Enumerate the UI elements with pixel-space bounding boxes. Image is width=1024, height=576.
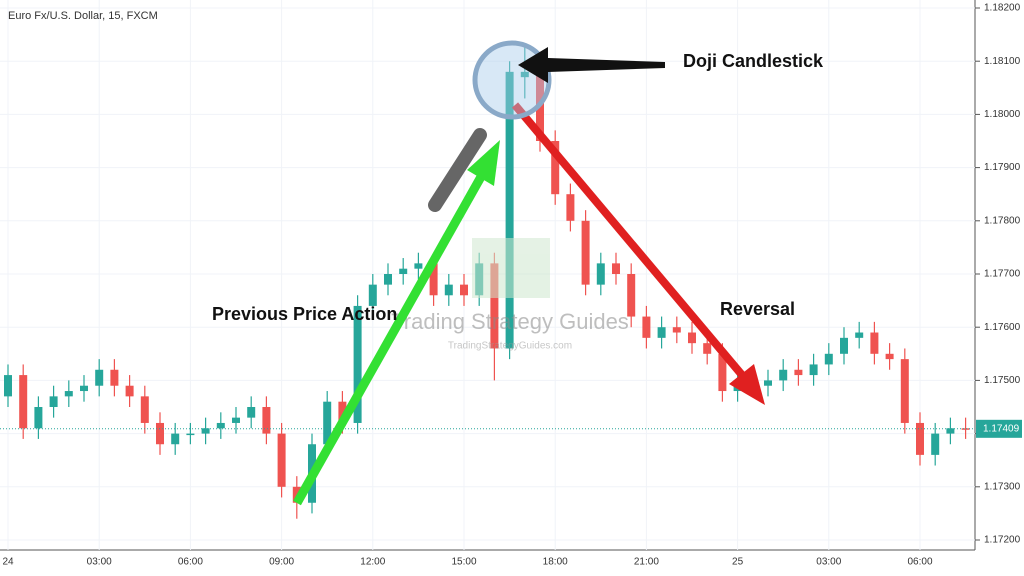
candle-body — [80, 385, 88, 392]
candle-body — [171, 433, 180, 445]
candle-body — [399, 268, 408, 274]
x-tick-label: 25 — [732, 557, 744, 568]
candle-body — [931, 433, 940, 455]
x-tick-label: 12:00 — [360, 557, 385, 568]
candle-body — [596, 263, 605, 285]
candle-body — [581, 220, 590, 285]
up-arrow-head — [467, 140, 500, 186]
candle-body — [368, 284, 377, 306]
candle-body — [125, 385, 134, 397]
candle-body — [34, 407, 43, 429]
candle-body — [186, 433, 195, 436]
candle-body — [900, 359, 909, 423]
x-tick-label: 15:00 — [451, 557, 476, 568]
candle-body — [794, 369, 803, 376]
candle-body — [460, 284, 468, 296]
candle-body — [19, 375, 28, 429]
candle-body — [262, 407, 271, 434]
watermark-text: Trading Strategy Guides — [391, 309, 629, 334]
candle-body — [49, 396, 58, 407]
doji-label: Doji Candlestick — [683, 51, 824, 71]
candle-body — [627, 274, 636, 317]
candle-body — [216, 422, 225, 429]
candle-body — [718, 353, 727, 392]
candle-body — [840, 337, 848, 354]
candle-body — [201, 428, 210, 434]
candle-body — [338, 401, 347, 423]
x-tick-label: 03:00 — [87, 557, 112, 568]
candle-body — [429, 263, 438, 296]
down-arrow-head — [729, 364, 765, 405]
x-tick-label: 21:00 — [634, 557, 659, 568]
candle-body — [566, 194, 575, 221]
candle-body — [961, 428, 970, 430]
candle-body — [156, 422, 164, 445]
candle-body — [642, 316, 651, 338]
watermark-logo — [472, 238, 550, 298]
candle-body — [657, 327, 666, 338]
candle-body — [855, 332, 864, 338]
y-tick-label: 1.17800 — [984, 215, 1021, 226]
y-tick-label: 1.17700 — [984, 269, 1021, 280]
last-price-label: 1.17409 — [983, 423, 1020, 434]
candle-body — [505, 71, 514, 349]
candle-body — [64, 391, 73, 397]
y-tick-label: 1.17300 — [984, 481, 1021, 492]
candle-body — [551, 141, 560, 195]
watermark: Trading Strategy Guides TradingStrategyG… — [391, 238, 629, 352]
candle-body — [490, 263, 499, 349]
x-tick-label: 18:00 — [543, 557, 568, 568]
previous-label: Previous Price Action — [212, 304, 397, 324]
y-tick-label: 1.17200 — [984, 535, 1021, 546]
candle-body — [323, 401, 332, 445]
y-tick-label: 1.18100 — [984, 56, 1021, 67]
candle-body — [824, 353, 833, 365]
down-arrow — [511, 102, 746, 378]
candle-body — [4, 375, 12, 397]
y-tick-label: 1.18200 — [984, 3, 1021, 14]
watermark-url: TradingStrategyGuides.com — [448, 341, 572, 352]
candle-body — [672, 327, 681, 333]
candle-body — [232, 417, 240, 423]
candle-body — [870, 332, 879, 354]
last-price-box — [976, 419, 1022, 438]
candle-body — [916, 422, 924, 455]
y-tick-label: 1.17900 — [984, 162, 1021, 173]
magnifier-handle — [428, 128, 487, 212]
candle-body — [764, 380, 772, 386]
candle-body — [946, 428, 955, 434]
candle-body — [779, 369, 788, 381]
candle-body — [612, 263, 620, 274]
candle-body — [688, 332, 696, 344]
up-arrow — [293, 172, 486, 506]
doji-pointer — [518, 47, 665, 83]
x-tick-label: 06:00 — [178, 557, 203, 568]
candle-body — [703, 343, 712, 354]
x-tick-label: 09:00 — [269, 557, 294, 568]
candle-body — [520, 71, 529, 78]
candle-body — [384, 274, 392, 285]
x-tick-label: 06:00 — [907, 557, 932, 568]
candle-body — [444, 284, 453, 296]
candle-body — [95, 369, 104, 386]
y-tick-label: 1.18000 — [984, 109, 1021, 120]
x-tick-label: 03:00 — [816, 557, 841, 568]
y-tick-label: 1.17600 — [984, 322, 1021, 333]
candle-body — [809, 364, 818, 376]
y-tick-label: 1.17500 — [984, 375, 1021, 386]
x-tick-label: 24 — [2, 557, 14, 568]
candle-body — [247, 407, 256, 418]
candle-body — [110, 369, 119, 386]
candle-body — [414, 263, 423, 269]
reversal-label: Reversal — [720, 299, 795, 319]
candle-body — [140, 396, 149, 423]
candle-body — [353, 305, 362, 423]
candle-body — [277, 433, 286, 487]
chart-title: Euro Fx/U.S. Dollar, 15, FXCM — [8, 10, 158, 22]
candle-body — [885, 353, 894, 360]
